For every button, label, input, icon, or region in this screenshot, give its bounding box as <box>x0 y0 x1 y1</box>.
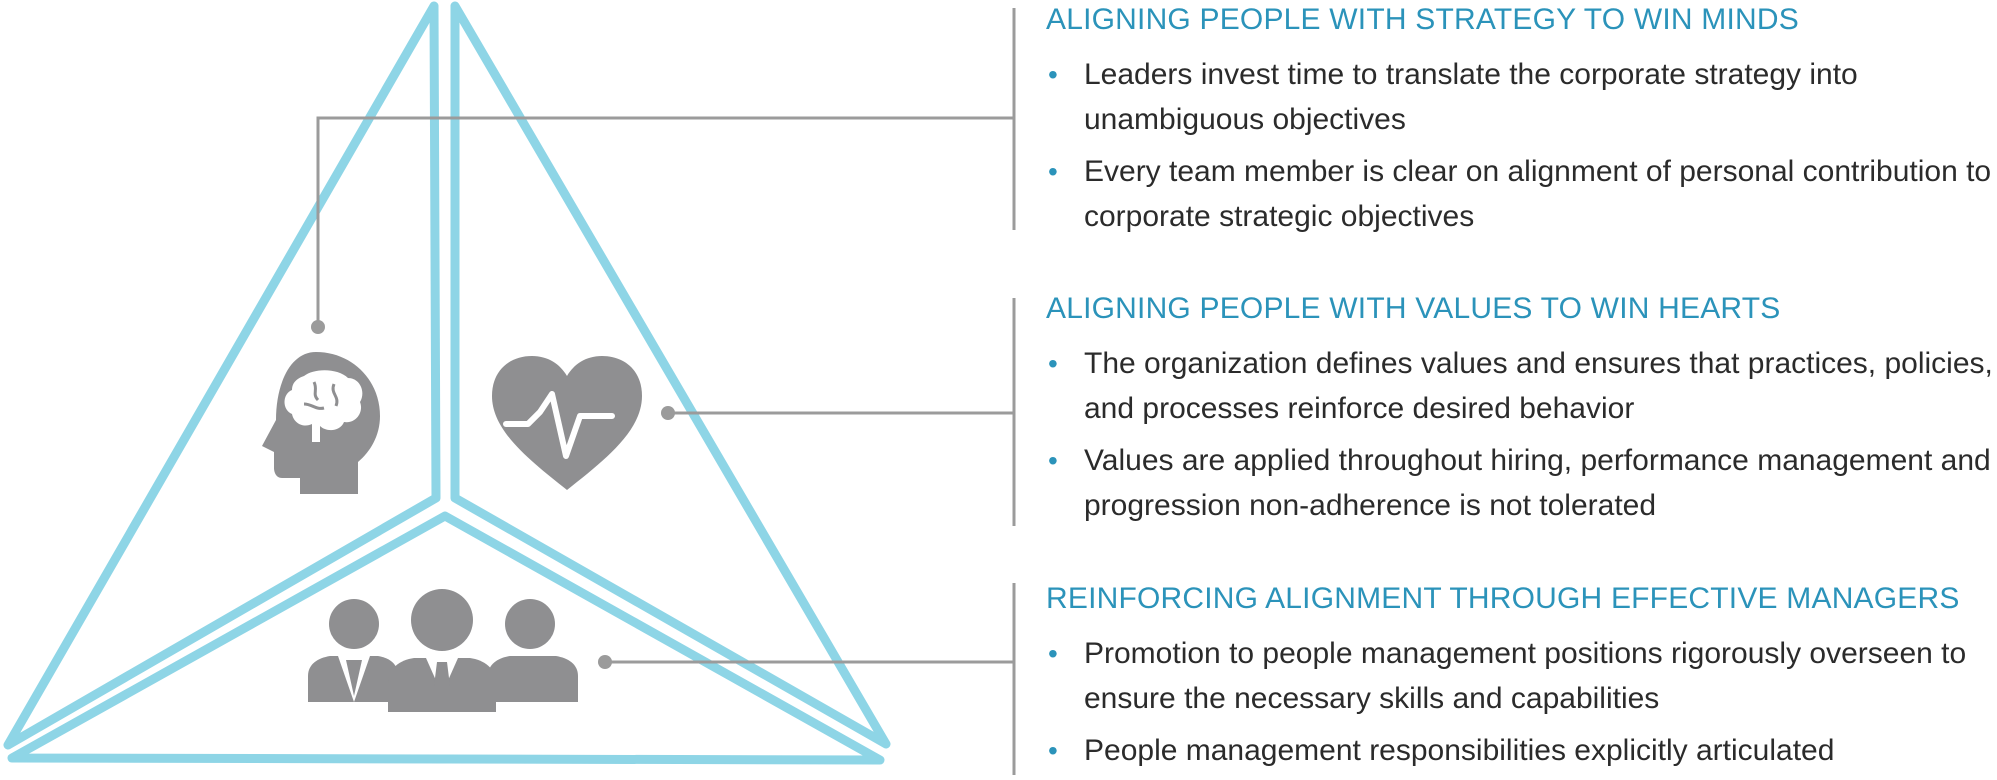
brain-head-icon <box>262 352 380 494</box>
triangle-outline <box>3 1 891 765</box>
connector-lines <box>316 8 1016 775</box>
section-title-minds: ALIGNING PEOPLE WITH STRATEGY TO WIN MIN… <box>1046 3 1799 36</box>
list-item: • Promotion to people management position… <box>1046 631 1997 721</box>
bullet-icon: • <box>1048 59 1058 90</box>
bullet-list-managers: • Promotion to people management position… <box>1046 631 1997 773</box>
list-item-text: Values are applied throughout hiring, pe… <box>1084 444 1991 522</box>
heartbeat-heart-icon <box>492 356 642 490</box>
bullet-icon: • <box>1048 156 1058 187</box>
section-managers: REINFORCING ALIGNMENT THROUGH EFFECTIVE … <box>1046 581 1997 780</box>
bullet-icon: • <box>1048 638 1058 669</box>
section-minds: ALIGNING PEOPLE WITH STRATEGY TO WIN MIN… <box>1046 2 1997 246</box>
list-item: • Leaders invest time to translate the co… <box>1046 52 1997 142</box>
connector-dot-minds <box>311 320 325 334</box>
list-item-text: People management responsibilities expli… <box>1084 734 1835 767</box>
connector-minds <box>316 116 1014 327</box>
team-people-icon <box>308 589 578 712</box>
section-hearts: ALIGNING PEOPLE WITH VALUES TO WIN HEART… <box>1046 291 1997 535</box>
bullet-icon: • <box>1048 445 1058 476</box>
bullet-list-hearts: • The organization defines values and ens… <box>1046 341 1997 528</box>
triangle-facet-hearts <box>450 1 891 749</box>
list-item-text: Leaders invest time to translate the cor… <box>1084 58 1858 136</box>
list-item: • The organization defines values and ens… <box>1046 341 1997 431</box>
connector-dot-managers <box>598 655 612 669</box>
bullet-list-minds: • Leaders invest time to translate the co… <box>1046 52 1997 239</box>
section-title-managers: REINFORCING ALIGNMENT THROUGH EFFECTIVE … <box>1046 582 1960 615</box>
list-item-text: The organization defines values and ensu… <box>1084 347 1993 425</box>
bullet-icon: • <box>1048 735 1058 766</box>
triangle-facet-managers <box>7 511 885 765</box>
list-item: • Values are applied throughout hiring, p… <box>1046 438 1997 528</box>
list-item: • Every team member is clear on alignment… <box>1046 149 1997 239</box>
triangle-facet-minds <box>3 1 441 750</box>
bullet-icon: • <box>1048 348 1058 379</box>
connector-dot-hearts <box>661 406 675 420</box>
list-item: • People management responsibilities expl… <box>1046 728 1997 773</box>
list-item-text: Every team member is clear on alignment … <box>1084 155 1992 233</box>
section-title-hearts: ALIGNING PEOPLE WITH VALUES TO WIN HEART… <box>1046 292 1781 325</box>
list-item-text: Promotion to people management positions… <box>1084 637 1967 715</box>
